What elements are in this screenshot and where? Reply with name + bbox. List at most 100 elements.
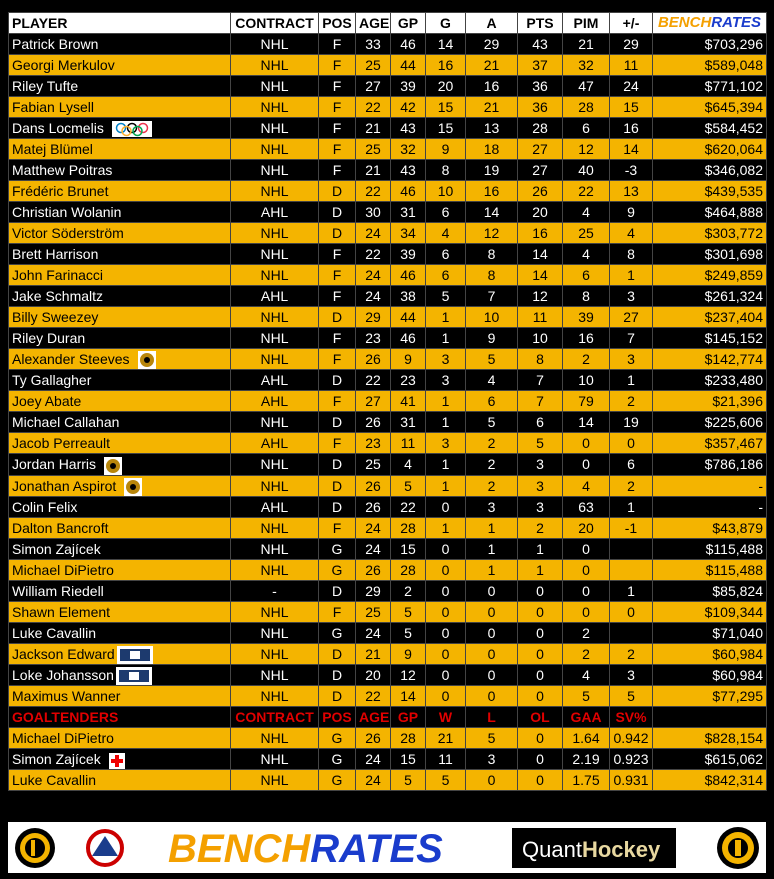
cell-text: 15 [400,751,416,768]
stat-cell: 31 [390,201,426,223]
player-name: Billy Sweezey [8,306,231,328]
stat-cell: 21 [465,96,518,118]
cell-text: 29 [623,36,639,52]
cell-text: 5 [441,288,450,304]
stat-cell: 7 [517,369,563,392]
stat-cell: 0 [517,769,563,792]
cell-text: 8 [536,351,544,368]
cell-text: NHL [260,267,289,283]
player-name: Dans Locmelis [8,117,231,139]
stat-cell: 20 [425,75,466,97]
cell-text: 44 [400,57,416,73]
skater-row: Frédéric Brunet NHL D 22 46 10 16 26 22 13 $439,53… [8,180,767,202]
cell-text: 24 [365,751,381,768]
stat-cell: F [318,117,356,139]
stat-cell: 8 [562,285,610,307]
stat-cell: 4 [562,474,610,497]
cell-text: 1 [441,414,450,431]
cell-text: 20 [437,78,454,94]
stat-cell: 22 [562,180,610,202]
stat-cell: 5 [390,600,426,623]
stat-cell: NHL [230,769,319,792]
stat-cell: 39 [562,306,610,328]
cell-text: GP [397,709,419,726]
cell-text: D [331,372,343,389]
stat-cell: G [318,727,356,750]
cell-text: 0 [627,435,635,452]
cell-text: 28 [400,519,416,536]
stat-cell: AHL [230,201,319,223]
cell-text: $109,344 [704,603,763,620]
logo-part: Hockey [582,837,661,862]
cell-text: 32 [578,57,594,73]
cell-text: $828,154 [704,730,763,747]
cell-text: $142,774 [704,351,763,368]
cell-text: 0 [536,751,544,768]
stat-cell: 4 [562,243,610,265]
team-icon [124,477,143,496]
stat-cell: 29 [609,33,653,55]
stat-cell: 10 [517,327,563,349]
stat-cell: 24 [355,222,391,244]
stat-cell: 5 [609,685,653,708]
stat-cell: $357,467 [652,432,767,455]
stat-cell: 1 [609,369,653,392]
cell-text: 21 [483,99,500,115]
cell-text: 21 [578,36,594,52]
skater-row: Maximus Wanner NHL D 22 14 0 0 0 5 5 $77,295 [8,685,767,708]
cell-text: OL [530,709,550,726]
player-name: Colin Felix [8,495,231,518]
goalie-row: Luke Cavallin NHL G 24 5 5 0 0 1.75 0.931 $842,314 [8,769,767,792]
cell-text: 47 [578,78,594,94]
stat-cell: NHL [230,75,319,97]
cell-text: $85,824 [712,582,763,599]
stat-cell: 5 [390,621,426,644]
cell-text: 7 [536,372,544,389]
cell-text: 6 [441,246,450,262]
cell-text: POS [322,15,352,31]
stat-cell: 31 [390,411,426,434]
cell-text: 0 [487,688,496,705]
stat-cell: $71,040 [652,621,767,644]
stat-cell: 44 [390,306,426,328]
cell-text: D [331,477,343,494]
injury-icon [108,752,125,769]
cell-text: 26 [532,183,548,199]
stat-cell: 22 [355,685,391,708]
stat-cell: $589,048 [652,54,767,76]
stat-cell: NHL [230,117,319,139]
cell-text: 0 [536,603,544,620]
cell-text: 3 [487,498,496,515]
stat-cell: 16 [465,180,518,202]
cell-text: 16 [532,225,548,241]
cell-text: AHL [260,288,289,304]
cell-text: 13 [623,183,639,199]
stat-cell: NHL [230,243,319,265]
player-name: Jackson Edward [8,642,231,666]
cell-text: 44 [400,309,416,325]
skater-row: Christian Wolanin AHL D 30 31 6 14 20 4 9 $464,888 [8,201,767,223]
cell-text: 26 [365,730,381,747]
stat-cell: 0 [425,558,466,581]
skater-row: Joey Abate AHL F 27 41 1 6 7 79 2 $21,396 [8,390,767,413]
player-name: GOALTENDERS [8,706,231,729]
cell-text: NHL [260,751,289,768]
stat-cell: POS [318,706,356,729]
cell-text: 2 [487,477,496,494]
cell-text: Jonathan Aspirot [12,477,117,494]
cell-text: 0 [487,582,496,599]
stat-cell: F [318,390,356,413]
cell-text: 25 [578,225,594,241]
stat-cell: 3 [609,664,653,687]
stat-cell: 0 [465,642,518,666]
stat-cell: 6 [425,264,466,286]
cell-text: F [332,393,342,410]
cell-text: $115,488 [705,540,763,557]
player-name: Jordan Harris [8,453,231,476]
stat-cell: POS [318,12,356,34]
stat-cell: 25 [562,222,610,244]
cell-text: 3 [441,372,450,389]
cell-text: Jackson Edward [12,645,115,662]
cell-text: 25 [365,141,381,157]
cell-text: 8 [487,267,496,283]
